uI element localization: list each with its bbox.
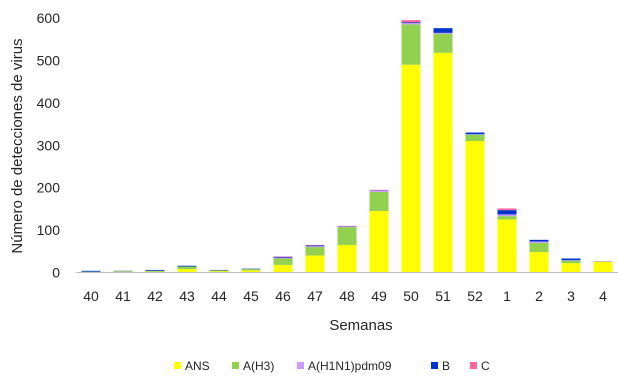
bar-segment-a-h1n1-pdm09-week-46	[273, 257, 293, 259]
bar-segment-a-h1n1-pdm09-week-51	[433, 32, 453, 34]
y-axis-title: Número de detecciones de virus	[9, 38, 26, 253]
bar-segment-ans-week-47	[305, 255, 325, 273]
x-axis-title: Semanas	[329, 317, 392, 334]
bar-segment-a-h3--week-2	[529, 242, 549, 253]
legend-label: A(H3)	[243, 359, 274, 373]
x-tick-label: 4	[599, 288, 607, 304]
bar-segment-a-h3--week-47	[305, 247, 325, 256]
bar-segment-b-week-46	[273, 256, 293, 258]
x-tick-label: 43	[179, 288, 195, 304]
bar-segment-ans-week-49	[369, 211, 389, 273]
y-tick-label: 600	[37, 10, 61, 26]
x-tick-label: 40	[83, 288, 99, 304]
bar-segment-ans-week-4	[593, 261, 613, 273]
bar-segment-c-week-1	[497, 208, 517, 211]
bar-segment-a-h3--week-51	[433, 33, 453, 53]
bar-segment-b-week-43	[177, 265, 197, 267]
legend-label: C	[481, 359, 490, 373]
x-tick-label: 45	[243, 288, 259, 304]
x-tick-label: 42	[147, 288, 163, 304]
bar-segment-ans-week-43	[177, 269, 197, 273]
bar-segment-ans-week-50	[401, 64, 421, 273]
bar-segment-ans-week-52	[465, 141, 485, 273]
legend-swatch	[174, 362, 181, 369]
bar-segment-a-h3--week-49	[369, 191, 389, 211]
legend-swatch	[470, 362, 477, 369]
bar-segment-a-h3--week-44	[209, 270, 229, 272]
bar-segment-a-h3--week-45	[241, 269, 261, 271]
bar-segment-b-week-2	[529, 239, 549, 242]
bar-segment-a-h1n1-pdm09-week-1	[497, 214, 517, 217]
x-tick-label: 46	[275, 288, 291, 304]
bar-segment-ans-week-45	[241, 270, 261, 273]
y-tick-label: 300	[37, 137, 61, 153]
legend-swatch	[431, 362, 438, 369]
x-tick-label: 1	[503, 288, 511, 304]
legend-label: B	[442, 359, 450, 373]
bar-segment-a-h1n1-pdm09-week-2	[529, 241, 549, 243]
bar-segment-b-week-50	[401, 22, 421, 24]
x-axis-ticks: 40 41 42 43 44 45 46 47 48 49 50 51 52 1 2 3 4	[83, 288, 607, 304]
bar-segment-a-h3--week-43	[177, 266, 197, 270]
bar-segment-ans-week-2	[529, 252, 549, 273]
bar-segment-b-week-42	[145, 269, 165, 271]
x-tick-label: 51	[435, 288, 451, 304]
bar-segment-a-h3--week-3	[561, 260, 581, 264]
y-tick-label: 0	[52, 265, 60, 281]
bar-segment-a-h1n1-pdm09-week-49	[369, 190, 389, 192]
bar-segment-b-week-52	[465, 132, 485, 135]
y-tick-label: 200	[37, 180, 61, 196]
bar-segment-a-h3--week-48	[337, 227, 357, 245]
legend-swatch	[297, 362, 304, 369]
bar-segment-a-h3--week-50	[401, 24, 421, 65]
legend-label: A(H1N1)pdm09	[308, 359, 392, 373]
bar-segment-b-week-40	[81, 270, 101, 272]
bars-layer	[81, 20, 613, 273]
bar-segment-ans-week-3	[561, 263, 581, 273]
bar-segment-a-h1n1-pdm09-week-50	[401, 23, 421, 25]
x-tick-label: 41	[115, 288, 131, 304]
y-tick-label: 500	[37, 52, 61, 68]
bar-segment-b-week-3	[561, 258, 581, 261]
y-axis-ticks: 0 100 200 300 400 500 600	[37, 10, 61, 281]
bar-segment-a-h1n1-pdm09-week-47	[305, 246, 325, 248]
x-tick-label: 2	[535, 288, 543, 304]
x-tick-label: 50	[403, 288, 419, 304]
bar-segment-ans-week-46	[273, 264, 293, 273]
x-tick-label: 47	[307, 288, 323, 304]
bar-segment-ans-week-51	[433, 52, 453, 273]
x-tick-label: 49	[371, 288, 387, 304]
y-tick-label: 100	[37, 222, 61, 238]
bar-segment-a-h3--week-52	[465, 134, 485, 142]
legend: ANS A(H3) A(H1N1)pdm09 B C	[174, 359, 490, 373]
bar-segment-ans-week-1	[497, 219, 517, 273]
legend-swatch	[232, 362, 239, 369]
bar-segment-a-h3--week-1	[497, 216, 517, 220]
bar-segment-ans-week-44	[209, 271, 229, 273]
x-tick-label: 48	[339, 288, 355, 304]
y-tick-label: 400	[37, 95, 61, 111]
bar-segment-b-week-47	[305, 245, 325, 247]
bar-segment-b-week-51	[433, 28, 453, 33]
bar-segment-a-h3--week-46	[273, 258, 293, 265]
x-tick-label: 3	[567, 288, 575, 304]
x-tick-label: 44	[211, 288, 227, 304]
bar-segment-c-week-50	[401, 20, 421, 23]
legend-label: ANS	[185, 359, 210, 373]
x-tick-label: 52	[467, 288, 483, 304]
bar-segment-a-h3--week-42	[145, 270, 165, 272]
bar-segment-ans-week-48	[337, 244, 357, 273]
bar-segment-b-week-1	[497, 210, 517, 215]
